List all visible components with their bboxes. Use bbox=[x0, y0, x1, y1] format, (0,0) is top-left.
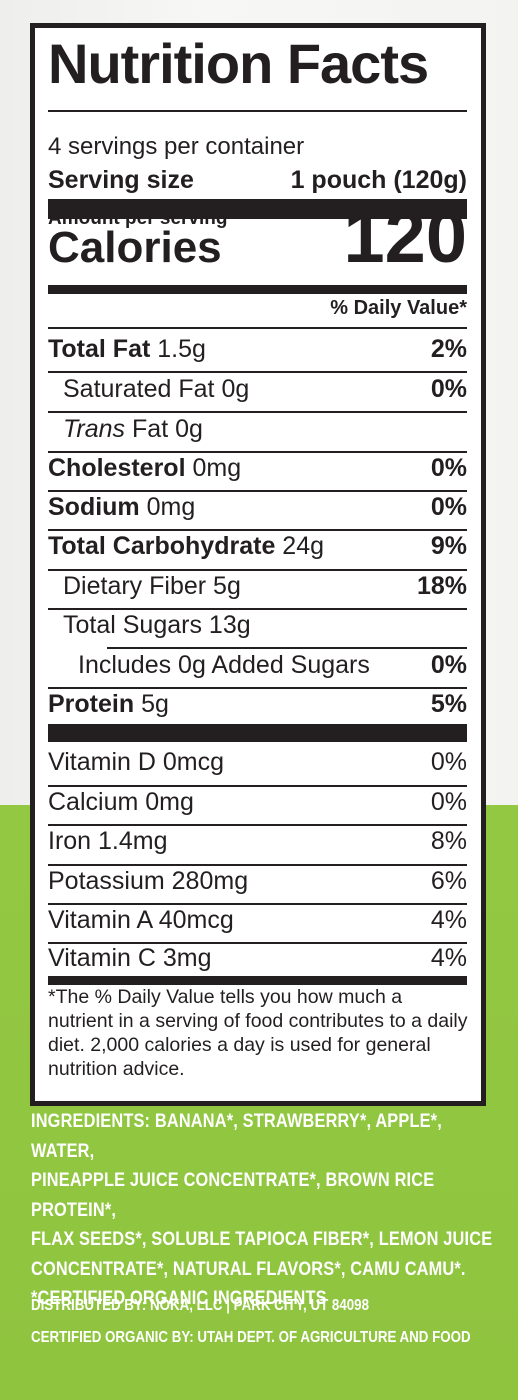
nutrient-amount: 0mg bbox=[146, 493, 196, 521]
divider-medium bbox=[48, 976, 467, 985]
nutrient-name: Total Fat bbox=[48, 335, 151, 363]
nutrition-facts-title: Nutrition Facts bbox=[48, 32, 429, 95]
nutrient-amount: 0mg bbox=[192, 454, 242, 482]
daily-value-footnote: *The % Daily Value tells you how much a … bbox=[48, 986, 468, 1080]
mineral-name: Potassium 280mg bbox=[48, 867, 249, 895]
nutrient-name: Includes 0g Added Sugars bbox=[78, 651, 370, 679]
nutrient-name-suffix: Fat bbox=[132, 415, 169, 443]
divider-thin bbox=[48, 608, 467, 610]
nutrient-row-total-fat: Total Fat 1.5g 2% bbox=[48, 334, 467, 364]
nutrient-dv: 9% bbox=[430, 532, 467, 560]
nutrient-dv: 5% bbox=[430, 690, 467, 718]
divider-thin bbox=[48, 371, 467, 373]
mineral-dv: 8% bbox=[430, 827, 467, 855]
mineral-name: Vitamin C 3mg bbox=[48, 944, 212, 972]
divider-thin bbox=[107, 647, 467, 649]
divider-thin bbox=[48, 785, 467, 787]
mineral-row-vitamin-a: Vitamin A 40mcg 4% bbox=[48, 905, 467, 935]
mineral-row-vitamin-d: Vitamin D 0mcg 0% bbox=[48, 747, 467, 777]
nutrient-name: Sodium bbox=[48, 493, 140, 521]
nutrient-row-sodium: Sodium 0mg 0% bbox=[48, 492, 467, 522]
distributed-by: DISTRIBUTED BY: NOKA, LLC | PARK CITY, U… bbox=[31, 1297, 370, 1314]
mineral-row-iron: Iron 1.4mg 8% bbox=[48, 826, 467, 856]
mineral-name: Vitamin D 0mcg bbox=[48, 748, 224, 776]
nutrient-name: Trans bbox=[63, 415, 126, 443]
mineral-dv: 0% bbox=[430, 748, 467, 776]
ingredients-organic-note: *CERTIFIED ORGANIC INGREDIENTS bbox=[31, 1288, 327, 1309]
nutrient-row-total-sugars: Total Sugars 13g bbox=[48, 610, 467, 640]
divider-thin bbox=[48, 864, 467, 866]
nutrient-dv: 0% bbox=[430, 651, 467, 679]
divider-thin bbox=[48, 327, 467, 329]
nutrient-amount: 24g bbox=[282, 532, 325, 560]
divider-thin bbox=[48, 529, 467, 531]
divider-thin bbox=[48, 903, 467, 905]
mineral-dv: 4% bbox=[430, 944, 467, 972]
nutrient-amount: 1.5g bbox=[157, 335, 206, 363]
nutrient-row-dietary-fiber: Dietary Fiber 5g 18% bbox=[48, 571, 467, 601]
nutrient-name: Total Carbohydrate bbox=[48, 532, 276, 560]
mineral-row-calcium: Calcium 0mg 0% bbox=[48, 787, 467, 817]
mineral-dv: 4% bbox=[430, 906, 467, 934]
nutrient-row-protein: Protein 5g 5% bbox=[48, 689, 467, 719]
divider-thin bbox=[48, 110, 467, 112]
nutrient-amount: 13g bbox=[208, 611, 251, 639]
serving-size-label: Serving size bbox=[48, 166, 194, 194]
nutrient-dv: 0% bbox=[430, 493, 467, 521]
servings-per-container: 4 servings per container bbox=[48, 133, 305, 160]
mineral-name: Vitamin A 40mcg bbox=[48, 906, 234, 934]
mineral-dv: 6% bbox=[430, 867, 467, 895]
serving-size-value: 1 pouch (120g) bbox=[290, 166, 467, 194]
nutrient-amount: 5g bbox=[141, 690, 169, 718]
nutrient-amount: 0g bbox=[221, 375, 250, 403]
calories-label: Calories bbox=[48, 223, 222, 272]
mineral-name: Iron 1.4mg bbox=[48, 827, 168, 855]
nutrient-dv: 18% bbox=[416, 572, 467, 600]
divider-thin bbox=[48, 942, 467, 944]
divider-thin bbox=[48, 411, 467, 413]
distribution-info: DISTRIBUTED BY: NOKA, LLC | PARK CITY, U… bbox=[31, 1290, 513, 1354]
divider-thin bbox=[48, 569, 467, 571]
nutrition-facts-panel: Nutrition Facts 4 servings per container… bbox=[30, 23, 486, 1106]
nutrient-name: Total Sugars bbox=[63, 611, 202, 639]
ingredients-statement: INGREDIENTS: BANANA*, STRAWBERRY*, APPLE… bbox=[31, 1107, 500, 1314]
nutrient-amount: 0g bbox=[175, 415, 203, 443]
nutrient-amount: 5g bbox=[213, 572, 241, 600]
divider-thin bbox=[48, 490, 467, 492]
divider-thin bbox=[48, 824, 467, 826]
nutrient-name: Dietary Fiber bbox=[63, 572, 207, 600]
nutrient-name: Protein bbox=[48, 690, 135, 718]
divider-thick bbox=[48, 724, 467, 742]
divider-thick bbox=[48, 199, 467, 219]
ingredients-line: PINEAPPLE JUICE CONCENTRATE*, BROWN RICE… bbox=[31, 1170, 435, 1221]
nutrient-row-saturated-fat: Saturated Fat 0g 0% bbox=[48, 374, 467, 404]
mineral-dv: 0% bbox=[430, 788, 467, 816]
nutrient-dv: 0% bbox=[430, 375, 467, 403]
nutrient-name: Saturated Fat bbox=[63, 375, 215, 403]
mineral-name: Calcium 0mg bbox=[48, 788, 194, 816]
nutrient-dv: 2% bbox=[430, 335, 467, 363]
nutrient-name: Cholesterol bbox=[48, 454, 186, 482]
certified-organic-by: CERTIFIED ORGANIC BY: UTAH DEPT. OF AGRI… bbox=[31, 1329, 471, 1346]
nutrient-row-added-sugars: Includes 0g Added Sugars 0% bbox=[48, 650, 467, 680]
nutrient-row-trans-fat: Trans Fat 0g bbox=[48, 414, 467, 444]
mineral-row-vitamin-c: Vitamin C 3mg 4% bbox=[48, 943, 467, 973]
nutrient-dv: 0% bbox=[430, 454, 467, 482]
nutrient-row-cholesterol: Cholesterol 0mg 0% bbox=[48, 453, 467, 483]
nutrient-row-total-carbohydrate: Total Carbohydrate 24g 9% bbox=[48, 531, 467, 561]
ingredients-line: FLAX SEEDS*, SOLUBLE TAPIOCA FIBER*, LEM… bbox=[31, 1229, 493, 1250]
amount-per-serving-label: Amount per serving bbox=[48, 208, 228, 229]
mineral-row-potassium: Potassium 280mg 6% bbox=[48, 866, 467, 896]
ingredients-line: INGREDIENTS: BANANA*, STRAWBERRY*, APPLE… bbox=[31, 1111, 442, 1162]
daily-value-header: % Daily Value* bbox=[330, 297, 467, 319]
divider-medium bbox=[48, 285, 467, 294]
calories-value: 120 bbox=[343, 195, 467, 278]
divider-thin bbox=[48, 451, 467, 453]
serving-size-row: Serving size 1 pouch (120g) bbox=[48, 165, 467, 195]
ingredients-line: CONCENTRATE*, NATURAL FLAVORS*, CAMU CAM… bbox=[31, 1258, 466, 1280]
divider-thin bbox=[48, 687, 467, 689]
